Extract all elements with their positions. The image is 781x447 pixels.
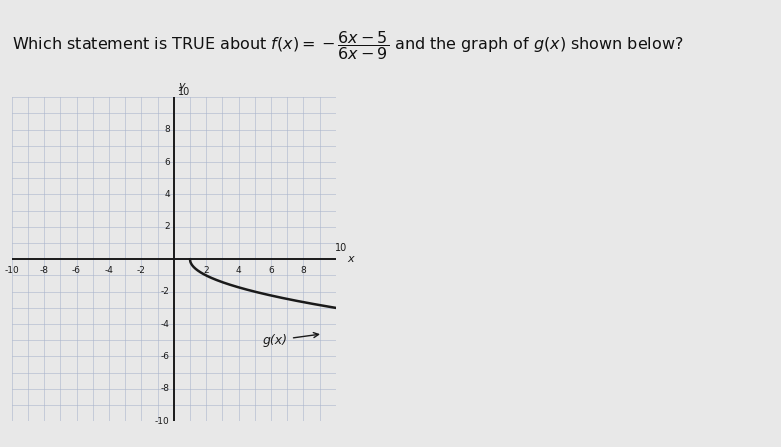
Text: g(x): g(x)	[263, 333, 319, 347]
Text: 4: 4	[236, 266, 241, 275]
Text: -6: -6	[72, 266, 81, 275]
Text: Which statement is TRUE about $f(x)=-\dfrac{6x-5}{6x-9}$ and the graph of $g(x)$: Which statement is TRUE about $f(x)=-\df…	[12, 29, 683, 62]
Text: 2: 2	[203, 266, 209, 275]
Text: -8: -8	[40, 266, 48, 275]
Text: -8: -8	[161, 384, 169, 393]
Text: 8: 8	[164, 125, 169, 134]
Text: x: x	[348, 254, 354, 264]
Text: -2: -2	[161, 287, 169, 296]
Text: -10: -10	[5, 266, 19, 275]
Text: 8: 8	[301, 266, 306, 275]
Text: 10: 10	[178, 87, 190, 97]
Text: 10: 10	[334, 243, 347, 253]
Text: 6: 6	[268, 266, 274, 275]
Text: y: y	[178, 81, 184, 91]
Text: 2: 2	[164, 222, 169, 232]
Text: -4: -4	[105, 266, 113, 275]
Text: -6: -6	[161, 352, 169, 361]
Text: 6: 6	[164, 157, 169, 167]
Text: -2: -2	[137, 266, 146, 275]
Text: 4: 4	[164, 190, 169, 199]
Text: -10: -10	[155, 417, 169, 426]
Text: -4: -4	[161, 320, 169, 329]
